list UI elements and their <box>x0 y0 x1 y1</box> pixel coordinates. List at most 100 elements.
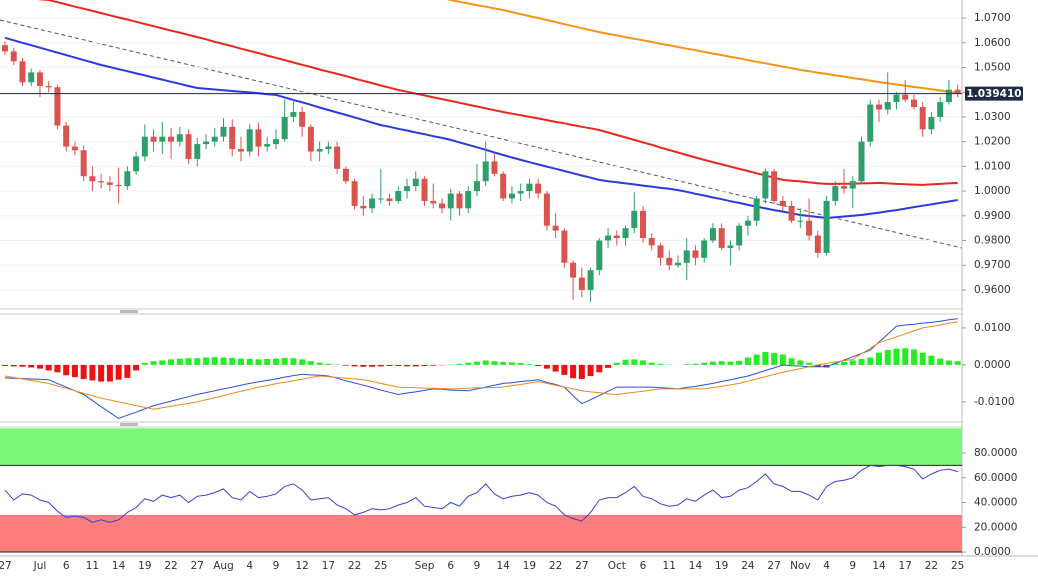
histogram-bar <box>221 358 227 365</box>
resize-handle[interactable] <box>120 310 138 313</box>
candle-body <box>369 198 375 208</box>
histogram-bar <box>483 360 489 364</box>
candle-body <box>255 129 261 146</box>
candle-body <box>273 139 279 144</box>
resize-handle[interactable] <box>120 423 138 426</box>
candle-body <box>448 194 454 209</box>
histogram-bar <box>658 364 664 365</box>
y-tick-label: 80.0000 <box>974 447 1017 459</box>
histogram-bar <box>692 364 698 365</box>
histogram-bar <box>229 358 235 365</box>
x-tick-label: 11 <box>663 560 676 572</box>
x-tick-label: 14 <box>112 560 126 572</box>
histogram-bar <box>893 349 899 365</box>
x-tick-label: 22 <box>549 560 562 572</box>
x-tick-label: 17 <box>322 560 335 572</box>
candle-body <box>159 137 165 142</box>
candle-body <box>299 112 305 127</box>
histogram-bar <box>544 365 550 369</box>
candle-body <box>89 176 95 181</box>
candle-body <box>177 134 183 141</box>
histogram-bar <box>649 363 655 365</box>
x-tick-label: 14 <box>496 560 510 572</box>
candle-body <box>762 171 768 198</box>
histogram-bar <box>194 358 200 365</box>
histogram-bar <box>806 363 812 365</box>
histogram-bar <box>701 363 707 365</box>
x-tick-label: 14 <box>872 560 886 572</box>
candle-body <box>290 112 296 117</box>
histogram-bar <box>911 349 917 365</box>
y-tick-label: 20.0000 <box>974 521 1017 533</box>
histogram-bar <box>561 365 567 375</box>
histogram-bar <box>614 363 620 365</box>
y-tick-label: 0.9800 <box>974 235 1011 247</box>
candle-body <box>186 134 192 159</box>
zone-band <box>0 515 962 552</box>
histogram-bar <box>885 350 891 365</box>
x-tick-label: 4 <box>823 560 830 572</box>
histogram-bar <box>937 359 943 365</box>
candle-body <box>867 105 873 142</box>
y-tick-label: -0.0100 <box>974 396 1015 408</box>
histogram-bar <box>928 356 934 365</box>
histogram-bar <box>54 365 60 372</box>
histogram-bar <box>395 365 401 366</box>
x-tick-label: 19 <box>138 560 151 572</box>
x-tick-label: 27 <box>767 560 780 572</box>
histogram-bar <box>264 359 270 365</box>
histogram-bar <box>491 361 497 365</box>
candle-body <box>937 102 943 117</box>
y-tick-label: 0.9900 <box>974 210 1011 222</box>
candle-body <box>194 144 200 159</box>
x-tick-label: 9 <box>273 560 280 572</box>
candle-body <box>701 241 707 258</box>
candle-body <box>19 61 25 82</box>
histogram-bar <box>684 364 690 365</box>
histogram-bar <box>107 365 113 382</box>
candle-body <box>28 72 34 82</box>
histogram-bar <box>640 360 646 364</box>
candle-body <box>797 221 803 222</box>
x-tick-label: 24 <box>741 560 755 572</box>
histogram-bar <box>308 361 314 365</box>
candle-body <box>859 142 865 182</box>
candle-body <box>413 179 419 186</box>
histogram-bar <box>72 365 78 377</box>
candle-body <box>2 45 8 51</box>
x-tick-label: 19 <box>523 560 536 572</box>
candle-body <box>491 161 497 173</box>
histogram-bar <box>2 365 8 366</box>
y-tick-label: 1.0500 <box>974 61 1011 73</box>
candle-body <box>264 144 270 146</box>
candle-body <box>46 86 52 87</box>
candle-body <box>832 186 838 201</box>
candle-body <box>588 270 594 290</box>
histogram-bar <box>124 365 130 378</box>
histogram-bar <box>465 363 471 365</box>
x-tick-label: Sep <box>415 560 435 572</box>
histogram-bar <box>151 361 157 365</box>
candle-body <box>483 161 489 181</box>
candle-body <box>238 149 244 151</box>
histogram-bar <box>920 353 926 365</box>
candle-body <box>81 150 87 176</box>
x-tick-label: 19 <box>715 560 728 572</box>
candle-body <box>387 198 393 200</box>
histogram-bar <box>46 365 52 371</box>
x-tick-label: Oct <box>608 560 626 572</box>
y-tick-label: 1.0300 <box>974 111 1011 123</box>
histogram-bar <box>273 359 279 365</box>
candle-body <box>509 194 515 199</box>
candle-body <box>456 194 462 209</box>
histogram-bar <box>762 352 768 365</box>
candle-body <box>911 100 917 107</box>
histogram-bar <box>255 359 261 365</box>
histogram-bar <box>745 358 751 365</box>
histogram-bar <box>474 362 480 365</box>
last-price-label: 1.039410 <box>966 88 1021 100</box>
candle-body <box>334 147 340 169</box>
histogram-bar <box>579 365 585 379</box>
histogram-bar <box>771 353 777 365</box>
